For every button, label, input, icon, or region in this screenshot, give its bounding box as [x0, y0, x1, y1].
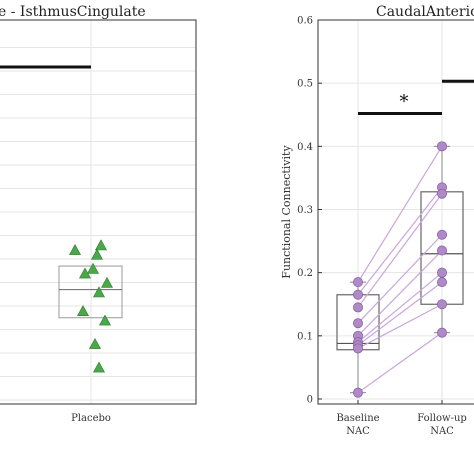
right-point-followup: [436, 299, 447, 310]
left-triangle-point: [100, 276, 114, 288]
left-axes-frame: [0, 19, 197, 405]
right-pair-line: [357, 332, 443, 394]
right-y-axis-label: Functional Connectivity: [280, 145, 293, 279]
right-point-baseline: [352, 289, 363, 300]
left-triangle-point: [88, 337, 102, 349]
right-marks: *: [336, 79, 474, 398]
left-triangle-point: [90, 248, 104, 260]
left-box: [58, 265, 123, 319]
right-x-tick-label: NAC: [346, 426, 370, 437]
right-gridlines: [318, 19, 474, 404]
right-pair-line: [357, 234, 443, 324]
right-pair-line: [357, 272, 443, 343]
right-point-followup: [436, 267, 447, 278]
right-axes-frame: [317, 19, 474, 405]
right-point-followup: [436, 327, 447, 338]
left-triangle-point: [86, 262, 100, 274]
left-marks: [0, 65, 123, 373]
right-chart-panel: CaudalAnterio Functional Connectivity 0 0…: [280, 4, 474, 437]
right-point-baseline: [352, 343, 363, 354]
right-pair-line: [357, 250, 443, 337]
left-x-tick-placebo: Placebo: [71, 413, 111, 424]
right-x-tick-label: Baseline: [336, 413, 379, 424]
right-pair-line: [357, 146, 443, 283]
left-triangle-point: [94, 239, 108, 251]
left-triangle-point: [68, 243, 82, 255]
right-y-tick-label: 0: [307, 395, 313, 406]
left-chart-panel: e - IsthmusCingulate Placebo: [0, 4, 197, 424]
right-y-tick-label: 0.1: [297, 331, 313, 342]
right-point-followup: [436, 277, 447, 288]
right-point-followup: [436, 188, 447, 199]
left-triangle-point: [98, 314, 112, 326]
right-significance-star: *: [400, 91, 409, 112]
right-point-baseline: [352, 277, 363, 288]
right-y-tick-label: 0.4: [297, 142, 313, 153]
left-gridlines: [0, 20, 196, 404]
right-pair-line: [357, 193, 443, 308]
right-point-followup: [436, 245, 447, 256]
right-pair-line: [357, 303, 443, 349]
right-x-tick-label: Follow-up: [417, 413, 467, 424]
right-y-tick-label: 0.6: [297, 16, 313, 27]
right-pair-line: [357, 187, 443, 296]
right-y-tick-label: 0.2: [297, 268, 313, 279]
left-triangle-point: [92, 361, 106, 373]
left-triangle-point: [78, 267, 92, 279]
right-pair-line: [357, 281, 443, 346]
right-y-tick-label: 0.5: [297, 79, 313, 90]
right-point-followup: [436, 229, 447, 240]
right-chart-title: CaudalAnterio: [376, 4, 474, 20]
right-y-tick-label: 0.3: [297, 205, 313, 216]
left-triangle-point: [76, 305, 90, 317]
right-x-tick-label: NAC: [430, 426, 454, 437]
right-point-baseline: [352, 387, 363, 398]
left-triangle-point: [92, 286, 106, 298]
right-point-followup: [436, 141, 447, 152]
right-point-baseline: [352, 318, 363, 329]
right-point-baseline: [352, 302, 363, 313]
left-chart-title: e - IsthmusCingulate: [0, 4, 146, 20]
right-x-ticks: Baseline NAC Follow-up NAC: [336, 400, 467, 437]
